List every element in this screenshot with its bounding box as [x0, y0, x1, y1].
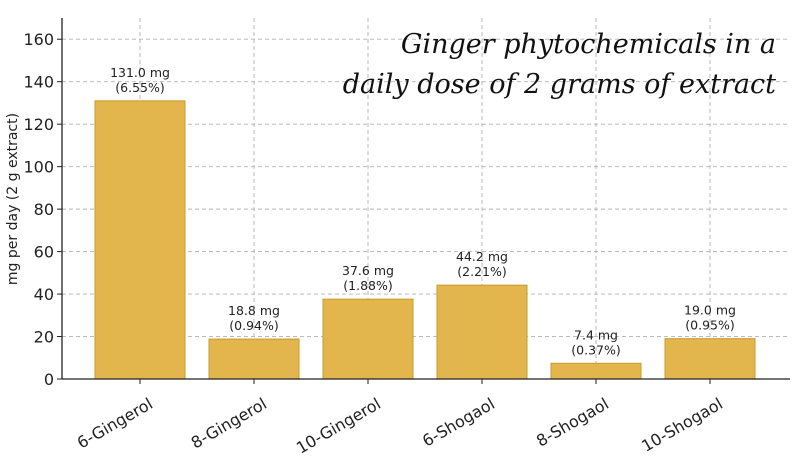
bar-8-gingerol	[208, 338, 300, 380]
data-label-percent: (0.95%)	[685, 318, 734, 333]
data-label-percent: (0.37%)	[571, 342, 620, 357]
bar-10-shogaol	[664, 338, 756, 380]
data-label-value: 18.8 mg	[228, 303, 280, 318]
x-tick-label: 6-Gingerol	[74, 394, 156, 452]
y-tick-label: 40	[34, 285, 54, 304]
data-label-value: 19.0 mg	[684, 303, 736, 318]
data-label-value: 131.0 mg	[110, 65, 170, 80]
data-label-value: 44.2 mg	[456, 249, 508, 264]
y-tick-label: 160	[23, 30, 54, 49]
data-label-percent: (2.21%)	[457, 264, 506, 279]
chart-title-line-1: Ginger phytochemicals in a	[401, 29, 776, 60]
data-label-percent: (0.94%)	[229, 318, 278, 333]
y-tick-label: 60	[34, 243, 54, 262]
bar-8-shogaol	[550, 362, 642, 380]
x-tick-label: 10-Shogaol	[638, 394, 726, 456]
y-tick-label: 140	[23, 73, 54, 92]
data-label-value: 7.4 mg	[574, 327, 618, 342]
y-tick-label: 100	[23, 158, 54, 177]
x-tick-label: 6-Shogaol	[419, 394, 498, 451]
bars-layer	[94, 100, 756, 380]
bar-6-shogaol	[436, 284, 528, 380]
y-tick-label: 120	[23, 115, 54, 134]
y-tick-label: 80	[34, 200, 54, 219]
data-label-percent: (1.88%)	[343, 278, 392, 293]
y-axis-title: mg per day (2 g extract)	[5, 113, 21, 285]
chart-title-line-2: daily dose of 2 grams of extract	[343, 69, 776, 100]
data-label-value: 37.6 mg	[342, 263, 394, 278]
labels-layer: 131.0 mg(6.55%) 18.8 mg(0.94%) 37.6 mg(1.8…	[110, 65, 736, 357]
bar-6-gingerol	[94, 100, 186, 380]
x-tick-label: 8-Shogaol	[533, 394, 612, 451]
y-tick-label: 0	[44, 370, 54, 389]
data-label-percent: (6.55%)	[115, 80, 164, 95]
x-tick-label: 10-Gingerol	[293, 394, 384, 458]
bar-10-gingerol	[322, 298, 414, 380]
x-tick-label: 8-Gingerol	[188, 394, 270, 452]
y-tick-label: 20	[34, 328, 54, 347]
